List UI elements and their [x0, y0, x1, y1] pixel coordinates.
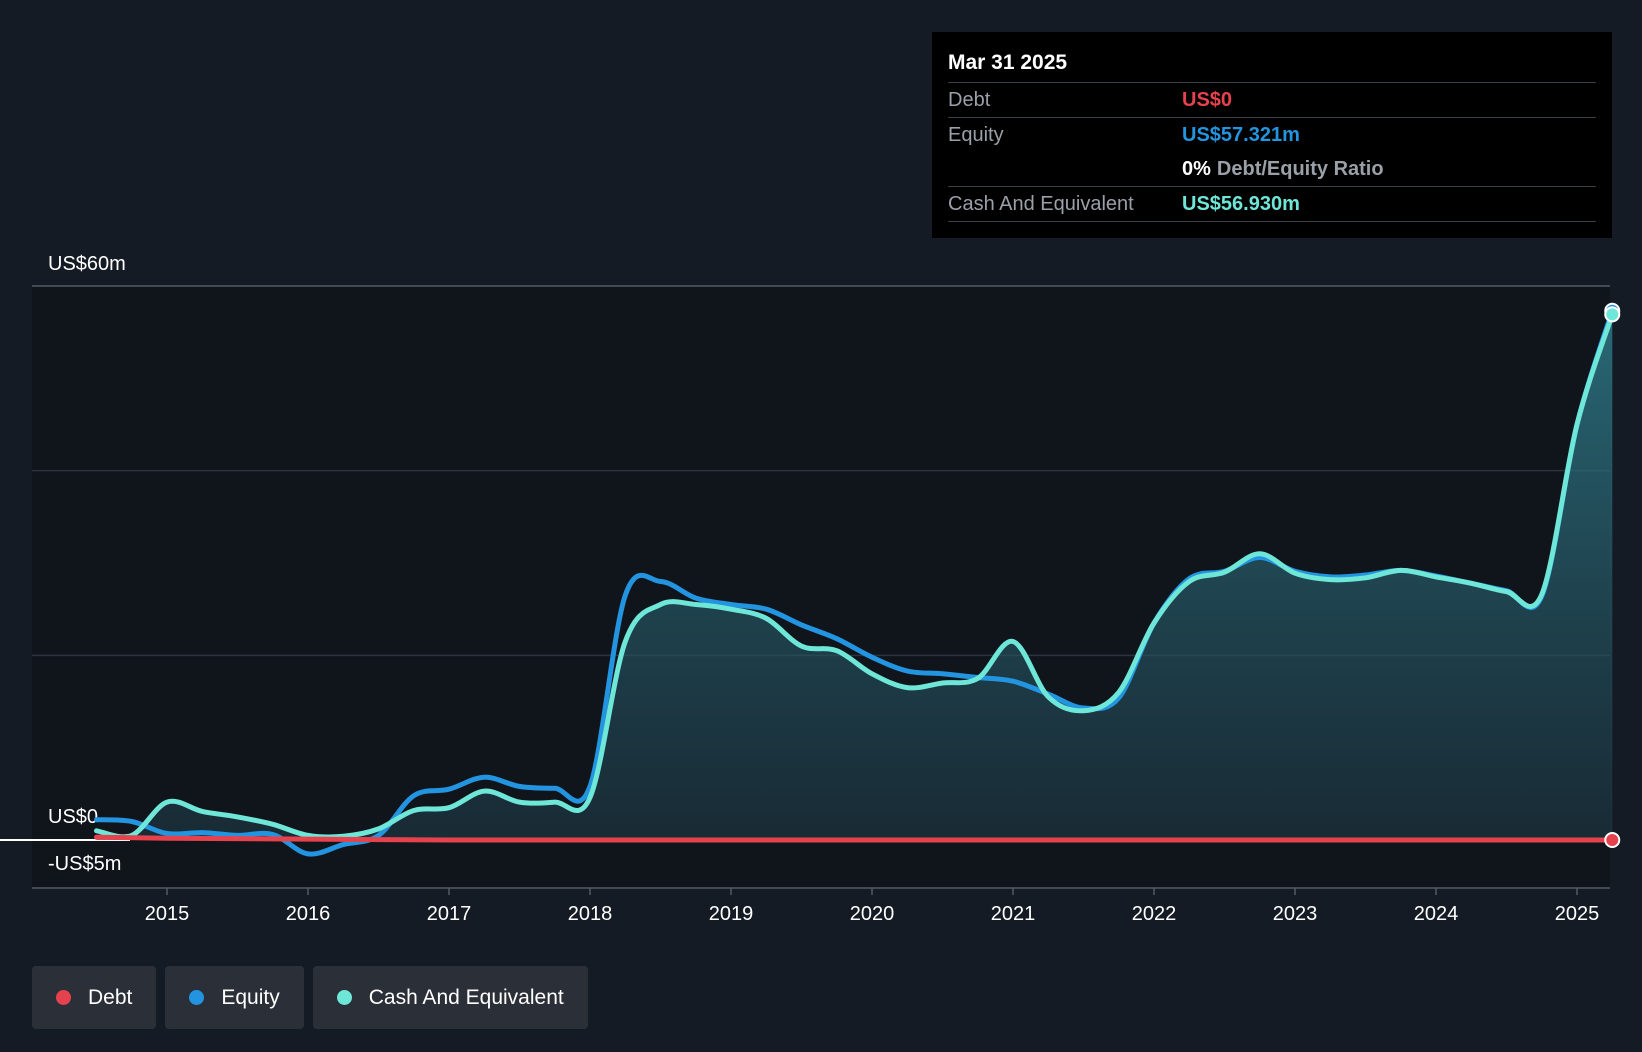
y-tick-label: US$60m — [48, 253, 126, 275]
y-tick-label: -US$5m — [48, 853, 121, 875]
tooltip-cash-label: Cash And Equivalent — [948, 193, 1134, 215]
legend-label-equity: Equity — [221, 985, 280, 1009]
x-tick-label: 2021 — [991, 903, 1036, 925]
end-markers — [1604, 302, 1621, 848]
legend: Debt Equity Cash And Equivalent — [32, 966, 588, 1029]
x-tick-label: 2024 — [1414, 903, 1459, 925]
tooltip-equity-value: US$57.321m — [1182, 124, 1300, 146]
tooltip-debt-row: Debt US$0 — [948, 83, 1596, 118]
legend-label-cash: Cash And Equivalent — [368, 985, 564, 1009]
legend-item-equity[interactable]: Equity — [165, 966, 304, 1029]
x-tick-label: 2019 — [709, 903, 754, 925]
legend-label-debt: Debt — [88, 985, 133, 1009]
tooltip-ratio-label: Debt/Equity Ratio — [1216, 158, 1384, 180]
legend-dot-cash — [336, 990, 352, 1005]
debt-series-line — [94, 834, 1615, 843]
y-tick-label: US$0 — [48, 806, 98, 828]
cash-end-marker — [1604, 306, 1621, 323]
legend-dot-equity — [189, 990, 205, 1005]
legend-item-cash[interactable]: Cash And Equivalent — [312, 966, 588, 1029]
tooltip-equity-row: Equity US$57.321m — [948, 118, 1596, 152]
x-tick-label: 2015 — [145, 903, 190, 925]
x-tick-label: 2022 — [1132, 903, 1177, 925]
x-tick-label: 2020 — [850, 903, 895, 925]
tooltip-ratio-spacer — [948, 152, 1182, 186]
tooltip-debt-label: Debt — [948, 89, 991, 111]
debt-end-marker — [1604, 832, 1621, 848]
tooltip-cash-row: Cash And Equivalent US$56.930m — [948, 187, 1596, 222]
tooltip: Mar 31 2025 Debt US$0 Equity US$57.321m … — [932, 32, 1612, 238]
cash-series-line — [94, 311, 1615, 840]
tooltip-cash-value: US$56.930m — [1182, 193, 1300, 215]
tooltip-ratio-row: 0% Debt/Equity Ratio — [948, 152, 1596, 187]
tooltip-debt-value: US$0 — [1182, 89, 1233, 111]
x-tick-label: 2017 — [427, 903, 472, 925]
x-tick-label: 2025 — [1555, 903, 1600, 925]
axis-labels: US$60m US$0 -US$5m 2015 2016 2017 2018 2019 2020… — [48, 253, 1599, 925]
legend-item-debt[interactable]: Debt — [32, 966, 157, 1029]
x-tick-label: 2023 — [1273, 903, 1318, 925]
tooltip-equity-label: Equity — [948, 124, 1004, 146]
legend-dot-debt — [56, 990, 71, 1005]
tooltip-ratio-value: 0% — [1182, 158, 1211, 180]
x-tick-label: 2018 — [568, 903, 613, 925]
x-tick-label: 2016 — [286, 903, 331, 925]
tooltip-date: Mar 31 2025 — [948, 46, 1596, 83]
cash-area-fill — [96, 314, 1613, 840]
